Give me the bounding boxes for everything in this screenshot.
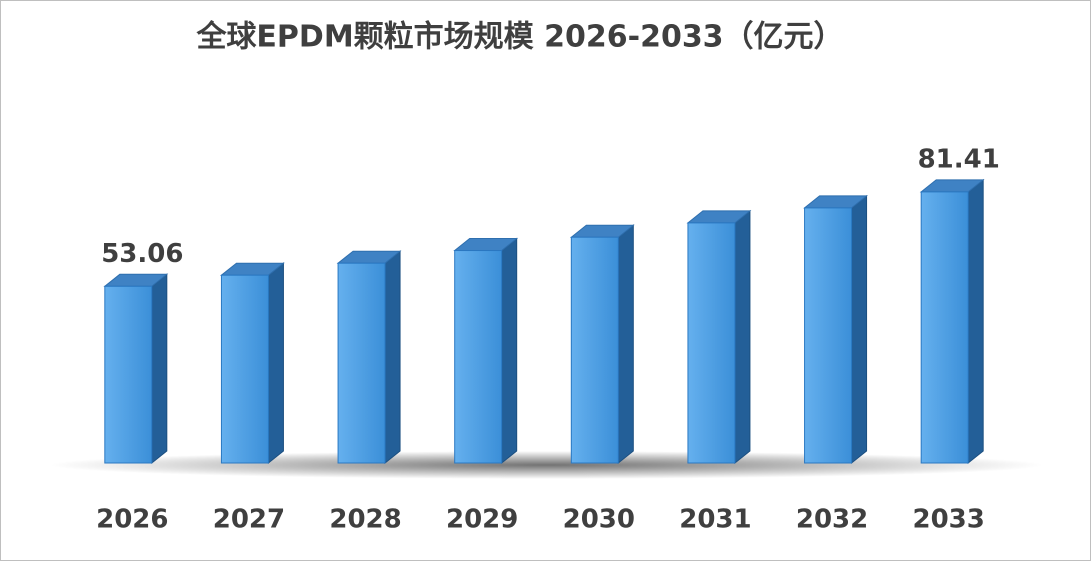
x-tick-label: 2028: [329, 505, 401, 535]
x-tick-label: 2026: [96, 505, 168, 535]
bar: [804, 207, 853, 464]
value-label: 81.41: [918, 144, 1000, 174]
bar-side: [734, 209, 751, 465]
bar: [337, 262, 386, 464]
bar-side: [151, 273, 168, 465]
bar: [570, 236, 619, 464]
x-tick-label: 2033: [913, 505, 985, 535]
bar: [687, 222, 736, 464]
x-tick-label: 2030: [563, 505, 635, 535]
bar-side: [267, 262, 284, 465]
x-tick-label: 2029: [446, 505, 518, 535]
bar: [220, 274, 269, 464]
value-label: 53.06: [101, 239, 183, 269]
chart-title: 全球EPDM颗粒市场规模 2026-2033（亿元）: [195, 20, 843, 55]
x-tick-label: 2027: [213, 505, 285, 535]
bar: [104, 285, 153, 464]
bar-side: [851, 194, 868, 465]
bar-side: [617, 224, 634, 465]
floor-shadow: [50, 451, 1043, 479]
bar: [920, 191, 969, 464]
x-tick-label: 2032: [796, 505, 868, 535]
bar-side: [967, 178, 984, 465]
bar-side: [384, 250, 401, 465]
bar: [454, 250, 503, 464]
x-tick-label: 2031: [679, 505, 751, 535]
plot-area: 2026 53.06 2027 2028 2029 2030 2031 2032 2033 81.…: [50, 144, 1043, 535]
bar-side: [501, 237, 518, 465]
